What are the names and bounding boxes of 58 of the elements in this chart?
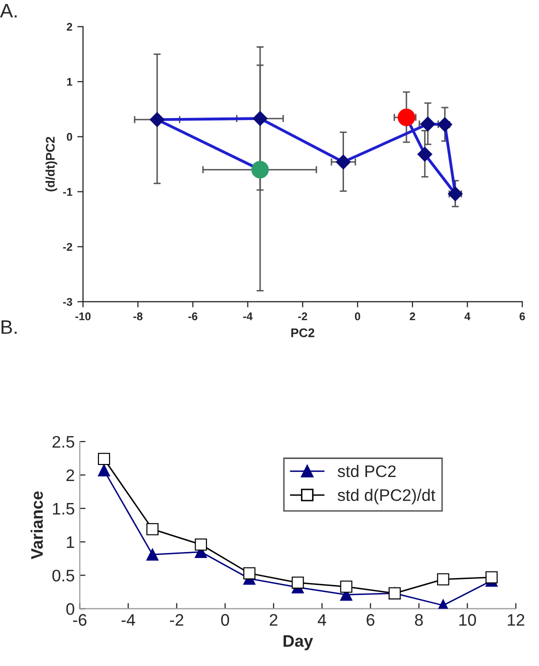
point	[437, 116, 452, 132]
x-tick-label: 6	[366, 614, 374, 626]
x-tick-label: 10	[459, 614, 476, 626]
y-tick-label: -2	[63, 242, 72, 251]
point	[486, 571, 498, 584]
y-axis-title: (d/dt)PC2	[46, 136, 58, 192]
x-tick-label: -4	[122, 614, 136, 626]
x-axis-title: Day	[284, 635, 313, 650]
y-tick-label: -3	[63, 298, 72, 306]
x-tick-label: 8	[415, 614, 423, 626]
x-tick-label: 6	[520, 312, 525, 320]
text: A.	[0, 4, 17, 18]
y-tick-label: 1	[67, 78, 72, 86]
point	[417, 146, 432, 162]
point	[243, 567, 256, 580]
point	[146, 523, 159, 536]
y-tick-label: 0	[66, 603, 74, 615]
x-tick-label: 4	[318, 614, 326, 626]
legend-label: std PC2	[338, 464, 396, 478]
x-tick-label: -6	[73, 614, 86, 626]
x-tick-label: -2	[170, 614, 184, 626]
x-tick-label: 12	[508, 614, 524, 626]
point	[340, 580, 352, 593]
point	[336, 154, 351, 170]
point	[98, 452, 110, 466]
x-tick-label: -10	[75, 312, 91, 320]
x-tick-label: -2	[298, 312, 308, 320]
text: B.	[2, 320, 17, 334]
x-tick-label: 2	[270, 614, 278, 626]
point	[251, 160, 269, 178]
legend-label: std d(PC2)/dt	[338, 488, 436, 504]
point	[420, 116, 436, 132]
y-tick-label: 1.5	[53, 502, 74, 515]
x-tick-label: 0	[221, 614, 230, 626]
y-tick-label: 1	[66, 536, 74, 548]
y-tick-label: 2	[66, 469, 74, 482]
point	[252, 110, 268, 126]
x-tick-label: 4	[464, 312, 470, 320]
point	[398, 108, 416, 126]
y-axis-title: Variance	[30, 491, 43, 560]
x-tick-label: -6	[188, 312, 198, 320]
y-tick-label: 0	[66, 132, 72, 141]
x-tick-label: -4	[243, 312, 253, 320]
y-tick-label: 0.5	[52, 570, 74, 582]
point	[292, 576, 304, 589]
point	[150, 112, 165, 128]
y-tick-label: -1	[63, 188, 72, 196]
y-tick-label: 2.5	[52, 436, 74, 448]
point	[146, 548, 159, 561]
x-axis-title: PC2	[291, 328, 314, 338]
x-tick-label: -8	[133, 312, 143, 320]
x-tick-label: 0	[354, 312, 360, 320]
y-tick-label: 2	[66, 22, 72, 31]
point	[98, 464, 110, 476]
point	[437, 573, 450, 586]
point	[448, 186, 463, 202]
point	[194, 538, 207, 551]
x-tick-label: 2	[410, 312, 416, 320]
